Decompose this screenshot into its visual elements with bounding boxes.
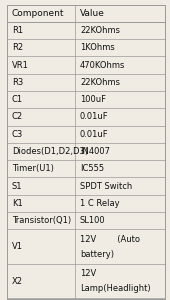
Text: 22KOhms: 22KOhms — [80, 78, 120, 87]
Text: IN4007: IN4007 — [80, 147, 110, 156]
Text: VR1: VR1 — [12, 61, 29, 70]
Text: K1: K1 — [12, 199, 23, 208]
Text: IC555: IC555 — [80, 164, 104, 173]
Text: R2: R2 — [12, 43, 23, 52]
Text: Component: Component — [12, 9, 64, 18]
Text: 1KOhms: 1KOhms — [80, 43, 115, 52]
Text: 0.01uF: 0.01uF — [80, 130, 108, 139]
Text: Timer(U1): Timer(U1) — [12, 164, 54, 173]
Text: C2: C2 — [12, 112, 23, 122]
Text: C3: C3 — [12, 130, 23, 139]
Text: battery): battery) — [80, 250, 114, 259]
Text: V1: V1 — [12, 242, 23, 251]
Text: C1: C1 — [12, 95, 23, 104]
Text: 12V        (Auto: 12V (Auto — [80, 235, 140, 244]
Text: 470KOhms: 470KOhms — [80, 61, 125, 70]
Text: Diodes(D1,D2,D3): Diodes(D1,D2,D3) — [12, 147, 88, 156]
Text: SL100: SL100 — [80, 216, 106, 225]
Text: 22KOhms: 22KOhms — [80, 26, 120, 35]
Text: R1: R1 — [12, 26, 23, 35]
Text: Lamp(Headlight): Lamp(Headlight) — [80, 284, 150, 293]
Text: 100uF: 100uF — [80, 95, 106, 104]
Text: S1: S1 — [12, 182, 22, 190]
Text: X2: X2 — [12, 277, 23, 286]
Text: 1 C Relay: 1 C Relay — [80, 199, 120, 208]
Text: SPDT Switch: SPDT Switch — [80, 182, 132, 190]
Text: 0.01uF: 0.01uF — [80, 112, 108, 122]
Text: R3: R3 — [12, 78, 23, 87]
Text: Value: Value — [80, 9, 105, 18]
Text: 12V: 12V — [80, 269, 96, 278]
Text: Transistor(Q1): Transistor(Q1) — [12, 216, 71, 225]
